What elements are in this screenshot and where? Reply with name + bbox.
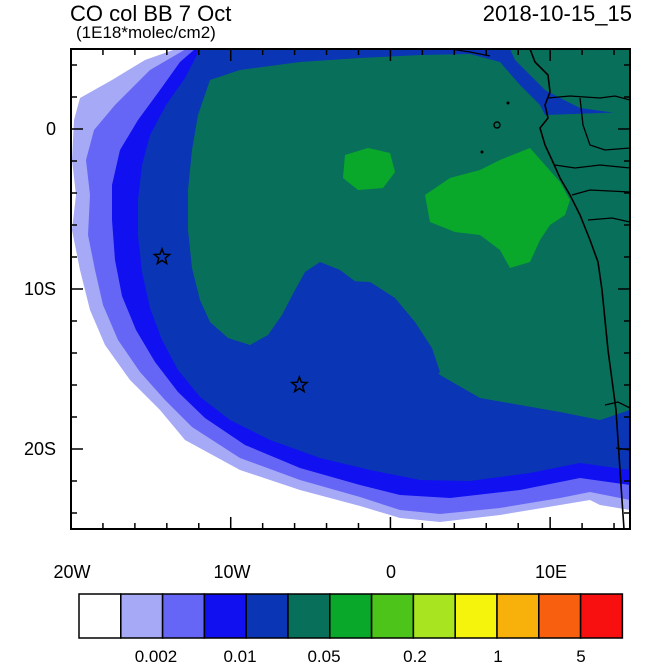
colorbar-label-0.2: 0.2 (403, 647, 427, 666)
colorbar-swatch-10 (454, 593, 498, 639)
timestamp-label: 2018-10-15_15 (482, 1, 632, 26)
y-tick-label-10s: 10S (23, 279, 56, 299)
x-tick-label-10w: 10W (213, 562, 251, 582)
colorbar-swatch-6 (287, 593, 331, 639)
colorbar-swatch-11 (496, 593, 540, 639)
colorbar-swatch-2 (120, 593, 164, 639)
colorbar-label-0.05: 0.05 (307, 647, 341, 666)
colorbar-swatch-9 (412, 593, 456, 639)
country-border-3 (554, 164, 630, 169)
colorbar-label-1: 1 (493, 647, 503, 666)
star-marker-2 (289, 374, 309, 394)
colorbar-swatch-1 (78, 593, 122, 639)
colorbar-label-5: 5 (576, 647, 586, 666)
country-border-1 (547, 95, 630, 101)
island-bioko (493, 121, 501, 129)
contour-green-spot (343, 148, 395, 190)
y-tick-label-20s: 20S (23, 439, 56, 459)
colorbar-swatch-4 (203, 593, 247, 639)
colorbar-swatch-13 (579, 593, 624, 639)
country-border-2 (579, 97, 630, 151)
units-label: (1E18*molec/cm2) (76, 23, 216, 42)
contour-blue-pocket (308, 280, 440, 385)
colorbar-swatch-12 (538, 593, 582, 639)
colorbar-swatch-7 (329, 593, 373, 639)
colorbar-label-0.01: 0.01 (223, 647, 257, 666)
colorbar-swatch-5 (245, 593, 289, 639)
contour-green-main (188, 54, 630, 420)
contour-medium-green (425, 148, 570, 268)
x-tick-label-0: 0 (385, 562, 396, 582)
y-tick-label-0: 0 (45, 119, 56, 139)
colorbar-swatch-8 (370, 593, 415, 639)
x-tick-label-10e: 10E (534, 562, 568, 582)
country-border-6 (604, 401, 630, 409)
colorbar-label-0.002: 0.002 (134, 647, 178, 666)
colorbar-swatch-3 (161, 593, 206, 639)
coastline (529, 49, 625, 529)
field-layer (71, 49, 630, 529)
star-marker-1 (152, 246, 172, 266)
country-border-4 (571, 189, 630, 196)
map-title: CO col BB 7 Oct (70, 1, 232, 26)
tick-marks (70, 49, 630, 529)
x-tick-label-20w: 20W (53, 562, 91, 582)
country-border-5 (587, 217, 630, 223)
island-principe (480, 150, 484, 154)
island-sao-tome (506, 101, 510, 105)
